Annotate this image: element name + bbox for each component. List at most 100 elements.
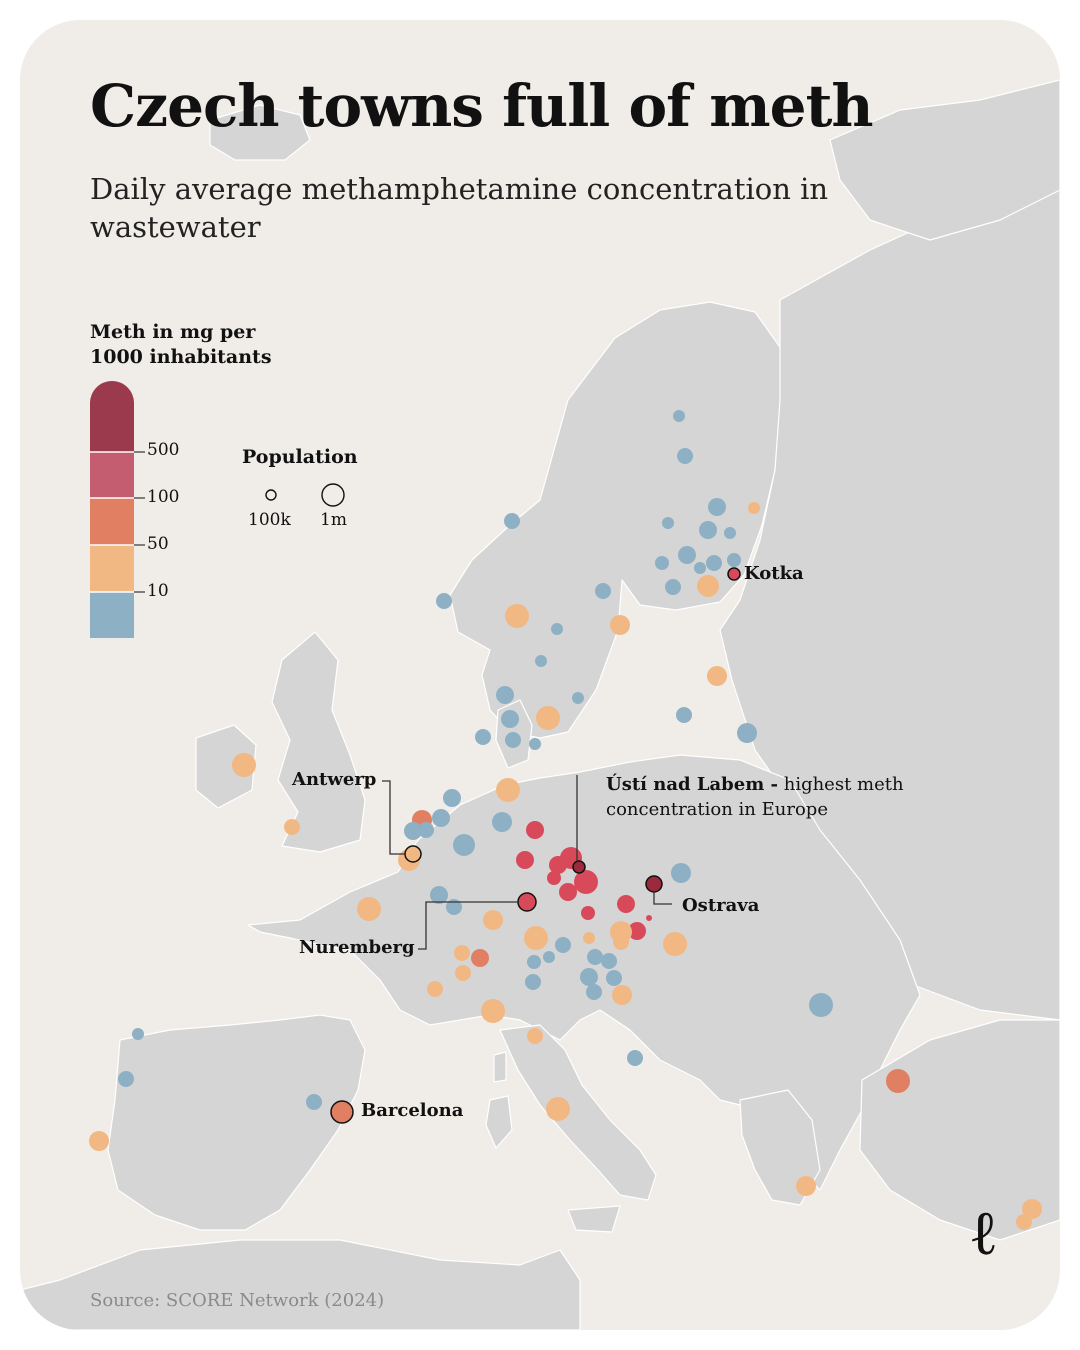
data-point bbox=[613, 934, 629, 950]
data-point bbox=[595, 583, 611, 599]
population-legend-100k: 100k bbox=[248, 510, 291, 530]
data-point bbox=[809, 993, 833, 1017]
population-legend-1m: 1m bbox=[320, 510, 347, 530]
page-subtitle: Daily average methamphetamine concentrat… bbox=[90, 172, 829, 244]
data-point bbox=[453, 834, 475, 856]
data-point bbox=[663, 932, 687, 956]
usti-annotation-note: highest meth concentration in Europe bbox=[606, 774, 904, 820]
data-point bbox=[676, 707, 692, 723]
data-point bbox=[678, 546, 696, 564]
usti-marker bbox=[572, 860, 586, 874]
land-arctic-north bbox=[829, 79, 1060, 241]
data-point bbox=[572, 692, 584, 704]
legend-tick-100: 100 bbox=[147, 487, 180, 507]
data-point bbox=[232, 753, 256, 777]
legend-tick-50: 50 bbox=[147, 534, 169, 554]
data-point bbox=[529, 738, 541, 750]
data-point bbox=[505, 604, 529, 628]
land-iberia bbox=[107, 1014, 366, 1231]
data-point bbox=[525, 974, 541, 990]
data-point bbox=[586, 984, 602, 1000]
data-point bbox=[727, 553, 741, 567]
data-point bbox=[677, 448, 693, 464]
usti-annotation: Ústí nad Labem - highest meth concentrat… bbox=[606, 772, 936, 822]
data-point bbox=[706, 555, 722, 571]
data-point bbox=[583, 932, 595, 944]
data-point bbox=[587, 949, 603, 965]
land-north-africa bbox=[20, 1239, 581, 1330]
color-legend-bar bbox=[90, 381, 145, 638]
data-point bbox=[481, 999, 505, 1023]
data-point bbox=[555, 937, 571, 953]
antwerp-marker bbox=[404, 845, 422, 863]
map-card: Czech towns full of meth Daily average m… bbox=[20, 20, 1060, 1330]
data-point bbox=[357, 897, 381, 921]
data-point bbox=[527, 955, 541, 969]
data-point bbox=[471, 949, 489, 967]
data-point bbox=[427, 981, 443, 997]
nuremberg-marker bbox=[517, 892, 537, 912]
data-point bbox=[455, 965, 471, 981]
land-ireland bbox=[195, 724, 257, 809]
land-turkey bbox=[859, 1019, 1060, 1241]
label-barcelona: Barcelona bbox=[361, 1100, 464, 1121]
data-point bbox=[547, 871, 561, 885]
legend-tick-10: 10 bbox=[147, 581, 169, 601]
label-nuremberg: Nuremberg bbox=[299, 937, 415, 958]
data-point bbox=[536, 706, 560, 730]
data-point bbox=[418, 822, 434, 838]
data-point bbox=[551, 623, 563, 635]
pop-legend-large bbox=[321, 483, 345, 507]
label-ostrava: Ostrava bbox=[682, 895, 760, 916]
data-point bbox=[581, 906, 595, 920]
data-point bbox=[443, 789, 461, 807]
data-point bbox=[404, 822, 422, 840]
data-point bbox=[118, 1071, 134, 1087]
data-point bbox=[612, 985, 632, 1005]
source-note: Source: SCORE Network (2024) bbox=[90, 1290, 385, 1311]
data-point bbox=[628, 922, 646, 940]
antwerp-leader bbox=[382, 780, 405, 855]
data-point bbox=[574, 870, 598, 894]
data-point bbox=[646, 915, 652, 921]
data-point bbox=[132, 1028, 144, 1040]
data-point bbox=[655, 556, 669, 570]
data-point bbox=[432, 809, 450, 827]
data-point bbox=[673, 410, 685, 422]
data-point bbox=[546, 1097, 570, 1121]
data-point bbox=[617, 895, 635, 913]
data-point bbox=[627, 1050, 643, 1066]
label-antwerp: Antwerp bbox=[292, 769, 377, 790]
data-point bbox=[430, 886, 448, 904]
data-points bbox=[89, 410, 1042, 1230]
data-point bbox=[492, 812, 512, 832]
population-legend-title: Population bbox=[242, 446, 358, 468]
data-point bbox=[707, 666, 727, 686]
land-iceland bbox=[209, 104, 311, 161]
data-point bbox=[454, 945, 470, 961]
data-point bbox=[697, 575, 719, 597]
usti-annotation-name: Ústí nad Labem - bbox=[606, 774, 778, 795]
data-point bbox=[748, 502, 760, 514]
data-point bbox=[610, 615, 630, 635]
data-point bbox=[505, 732, 521, 748]
label-kotka: Kotka bbox=[744, 563, 804, 584]
data-point bbox=[699, 521, 717, 539]
data-point bbox=[665, 579, 681, 595]
data-point bbox=[483, 910, 503, 930]
publisher-logo: ℓ bbox=[972, 1196, 996, 1269]
data-point bbox=[89, 1131, 109, 1151]
data-point bbox=[527, 1028, 543, 1044]
data-point bbox=[475, 729, 491, 745]
land-corsica bbox=[493, 1051, 507, 1083]
data-point bbox=[524, 926, 548, 950]
data-point bbox=[496, 778, 520, 802]
ostrava-leader bbox=[653, 892, 672, 905]
data-point bbox=[543, 951, 555, 963]
data-point bbox=[606, 970, 622, 986]
data-point bbox=[708, 498, 726, 516]
ostrava-marker bbox=[645, 875, 663, 893]
data-point bbox=[526, 821, 544, 839]
data-point bbox=[886, 1069, 910, 1093]
data-point bbox=[580, 968, 598, 986]
